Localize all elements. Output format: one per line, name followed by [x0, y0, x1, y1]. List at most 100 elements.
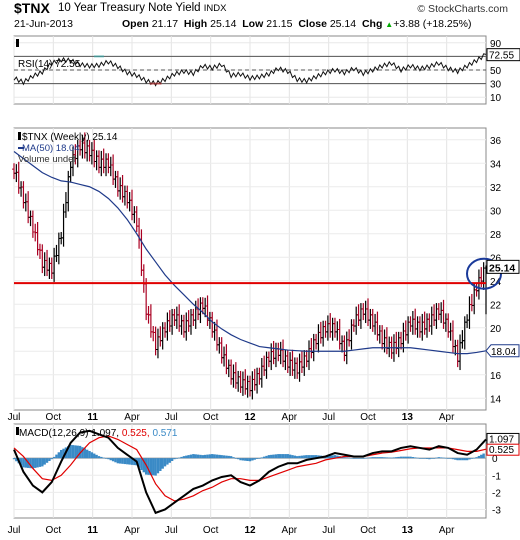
price-ytick-3: 30	[490, 206, 502, 217]
macd-hist-bar-122	[300, 455, 304, 459]
open-value: 21.17	[151, 18, 179, 30]
macd-hist-bar-26	[74, 445, 77, 459]
macd-hist-bar-62	[159, 458, 162, 471]
macd-hist-bar-118	[291, 455, 294, 459]
macd-hist-bar-4	[22, 458, 25, 468]
macd-hist-bar-80	[201, 455, 204, 459]
macd-hist-bar-71	[180, 456, 183, 459]
macd-hist-bar-107	[265, 455, 268, 459]
macd-hist-bar-169	[411, 457, 415, 459]
macd-legend-part-0: MACD(12,26,9)	[19, 428, 91, 439]
macd-hist-bar-113	[279, 454, 282, 459]
macd-hist-bar-181	[439, 457, 443, 459]
xtick-bottom-4: Jul	[165, 525, 178, 536]
macd-hist-bar-35	[95, 454, 98, 459]
title: 10 Year Treasury Note Yield	[58, 2, 201, 14]
macd-hist-bar-121	[298, 455, 301, 459]
rsi-last-box	[486, 48, 520, 62]
macd-hist-bar-147	[359, 458, 363, 459]
macd-hist-bar-101	[251, 458, 254, 461]
macd-hist-bar-25	[71, 445, 75, 459]
macd-hist-bar-164	[399, 456, 403, 459]
macd-hist-bar-145	[355, 458, 358, 459]
macd-hist-bar-46	[121, 458, 124, 464]
macd-hist-bar-34	[93, 453, 96, 459]
macd-hist-bar-178	[432, 458, 436, 459]
macd-hist-bar-39	[104, 458, 108, 459]
macd-hist-bar-32	[88, 451, 91, 459]
macd-hist-bar-53	[137, 458, 141, 468]
macd-hist-bar-51	[133, 458, 136, 466]
rsi-ytick-2: 50	[490, 66, 502, 77]
macd-hist-bar-36	[97, 456, 101, 459]
macd-hist-bar-119	[293, 455, 297, 459]
macd-hist-bar-88	[220, 455, 223, 459]
rsi-line	[13, 53, 487, 87]
macd-hist-bar-161	[392, 457, 396, 459]
macd-hist-bar-29	[81, 447, 84, 459]
macd-hist-bar-174	[423, 458, 426, 459]
macd-hist-bar-150	[366, 457, 370, 459]
rsi-legend: RSI(14) 72.55	[18, 59, 81, 70]
macd-legend-part-1: 1.097,	[91, 428, 122, 439]
macd-hist-bar-19	[57, 452, 61, 459]
macd-hist-bar-20	[60, 449, 63, 459]
macd-hist-bar-173	[421, 458, 424, 459]
macd-hist-bar-50	[130, 458, 134, 465]
price-ytick-5: 26	[490, 253, 502, 264]
macd-hist-bar-30	[83, 448, 86, 459]
price-ytick-2: 32	[490, 183, 502, 194]
macd-hist-bar-7	[29, 458, 32, 469]
macd-hist-bar-9	[34, 458, 37, 468]
xtick-bottom-6: 12	[244, 525, 256, 536]
macd-hist-bar-125	[307, 455, 311, 459]
macd-hist-bar-184	[447, 458, 450, 459]
macd-hist-bar-1	[15, 458, 18, 462]
date: 21-Jun-2013	[14, 18, 73, 30]
macd-hist-bar-175	[425, 458, 429, 459]
macd-hist-bar-28	[78, 445, 82, 459]
macd-hist-bar-59	[152, 458, 155, 476]
macd-hist-bar-146	[357, 458, 360, 459]
macd-ytick-4: -3	[492, 505, 501, 516]
macd-hist-bar-78	[196, 454, 200, 459]
last-price-label: 25.14	[489, 262, 515, 274]
rsi-oversold-shade	[149, 82, 162, 85]
macd-legend-part-2: 0.525,	[122, 428, 153, 439]
macd-signal-line	[13, 435, 487, 502]
macd-hist-bar-172	[418, 458, 422, 459]
price-ytick-4: 28	[490, 230, 502, 241]
macd-ytick-3: -2	[492, 488, 501, 499]
macd-hist-bar-197	[477, 455, 481, 459]
macd-hist-bar-86	[215, 454, 219, 459]
macd-hist-bar-98	[244, 458, 247, 461]
macd-hist-bar-157	[383, 457, 386, 459]
macd-hist-bar-105	[260, 457, 263, 459]
macd-hist-bar-136	[333, 455, 337, 459]
macd-hist-bar-81	[203, 454, 207, 459]
brand[interactable]: © StockCharts.com	[417, 3, 508, 15]
macd-hist-bar-84	[211, 454, 214, 459]
macd-hist-bar-151	[369, 457, 372, 459]
price-ytick-1: 34	[490, 159, 502, 170]
macd-hist-bar-108	[267, 455, 271, 459]
macd-hist-bar-38	[102, 457, 105, 459]
xtick-top-0: Jul	[8, 412, 21, 423]
macd-hist-bar-13	[43, 458, 46, 465]
xtick-bottom-11: Apr	[439, 525, 455, 536]
macd-hist-bar-64	[163, 458, 167, 467]
xtick-top-8: Jul	[322, 412, 335, 423]
macd-hist-bar-114	[281, 454, 285, 459]
macd-hist-bar-120	[296, 456, 299, 459]
macd-hist-bar-87	[218, 454, 221, 459]
xtick-bottom-0: Jul	[8, 525, 21, 536]
macd-hist-bar-141	[345, 457, 348, 459]
macd-hist-bar-190	[461, 458, 464, 461]
last-price-box	[486, 259, 520, 274]
macd-hist-bar-43	[114, 458, 117, 463]
xtick-bottom-7: Apr	[282, 525, 298, 536]
macd-hist-bar-160	[390, 457, 393, 459]
macd-hist-bar-165	[402, 456, 405, 459]
xtick-top-11: Apr	[439, 412, 455, 423]
